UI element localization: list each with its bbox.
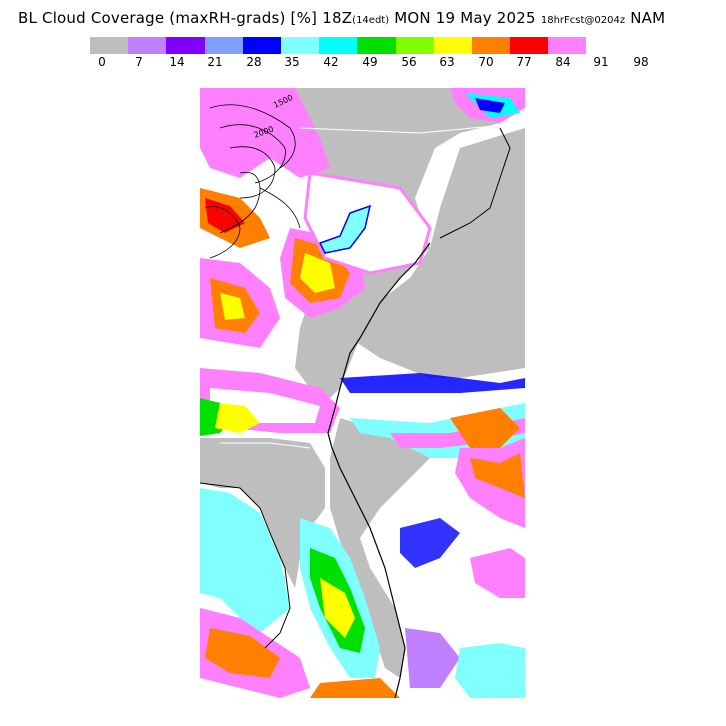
legend-swatch: [90, 37, 129, 54]
legend-ticks: 0 7 14 21 28 35 42 49 56 63 70 77 84 91 98: [0, 55, 726, 71]
legend-tick-label: 70: [478, 55, 494, 69]
cloud-band: [300, 253, 335, 293]
land-region: [330, 418, 440, 678]
cloud-band: [320, 578, 355, 638]
cloud-band: [215, 403, 260, 433]
model-name: NAM: [630, 9, 666, 27]
legend-tick-label: 42: [323, 55, 339, 69]
legend-tick-label: 7: [135, 55, 143, 69]
valid-time: 18Z: [322, 9, 353, 27]
valid-date: MON 19 May 2025: [394, 9, 536, 27]
cloud-band: [200, 88, 330, 178]
coastline: [439, 127, 511, 239]
legend-tick-label: 77: [516, 55, 532, 69]
cloud-map: 1500 2000: [200, 88, 525, 698]
legend-tick-label: 49: [362, 55, 378, 69]
coastline: [200, 482, 291, 649]
coastline: [327, 242, 431, 698]
legend-tick-label: 84: [555, 55, 571, 69]
legend-swatch: [319, 37, 358, 54]
legend-tick-label: 56: [401, 55, 417, 69]
cloud-band: [200, 488, 290, 633]
legend-swatch: [128, 37, 167, 54]
legend-swatch: [280, 37, 320, 54]
legend-tick-label: 91: [593, 55, 609, 69]
cloud-band: [470, 453, 525, 498]
legend-swatch: [471, 37, 511, 54]
legend-swatch: [204, 37, 243, 54]
cloud-band: [455, 643, 525, 698]
legend-swatch: [166, 37, 205, 54]
legend-swatch: [357, 37, 396, 54]
chart-title: BL Cloud Coverage (maxRH-grads) [%] 18Z(…: [18, 8, 718, 27]
cloud-band: [470, 548, 525, 598]
legend-swatch: [242, 37, 281, 54]
field-name: BL Cloud Coverage (maxRH-grads) [%]: [18, 9, 318, 27]
color-legend: [90, 37, 587, 54]
border: [220, 442, 311, 449]
legend-swatch: [548, 37, 587, 54]
cloud-band: [450, 408, 520, 448]
cloud-band: [318, 204, 372, 254]
cloud-band: [475, 98, 505, 113]
legend-tick-label: 0: [98, 55, 106, 69]
border: [299, 122, 525, 134]
legend-tick-label: 63: [439, 55, 455, 69]
cloud-band: [205, 628, 280, 678]
legend-tick-label: 35: [284, 55, 300, 69]
legend-tick-label: 98: [633, 55, 649, 69]
cloud-band: [340, 373, 525, 393]
cloud-band: [220, 293, 245, 320]
forecast-info: 18hrFcst@0204z: [540, 15, 626, 26]
legend-swatch: [510, 37, 549, 54]
cloud-band: [310, 678, 400, 698]
legend-tick-label: 21: [207, 55, 223, 69]
cloud-band: [405, 628, 460, 688]
terrain-contours: [204, 104, 301, 259]
local-time: (14edt): [352, 15, 390, 26]
legend-tick-label: 28: [246, 55, 262, 69]
legend-tick-label: 14: [169, 55, 185, 69]
legend-swatch: [433, 37, 472, 54]
cloud-band: [400, 518, 460, 568]
legend-swatch: [395, 37, 434, 54]
land-region: [350, 128, 525, 388]
